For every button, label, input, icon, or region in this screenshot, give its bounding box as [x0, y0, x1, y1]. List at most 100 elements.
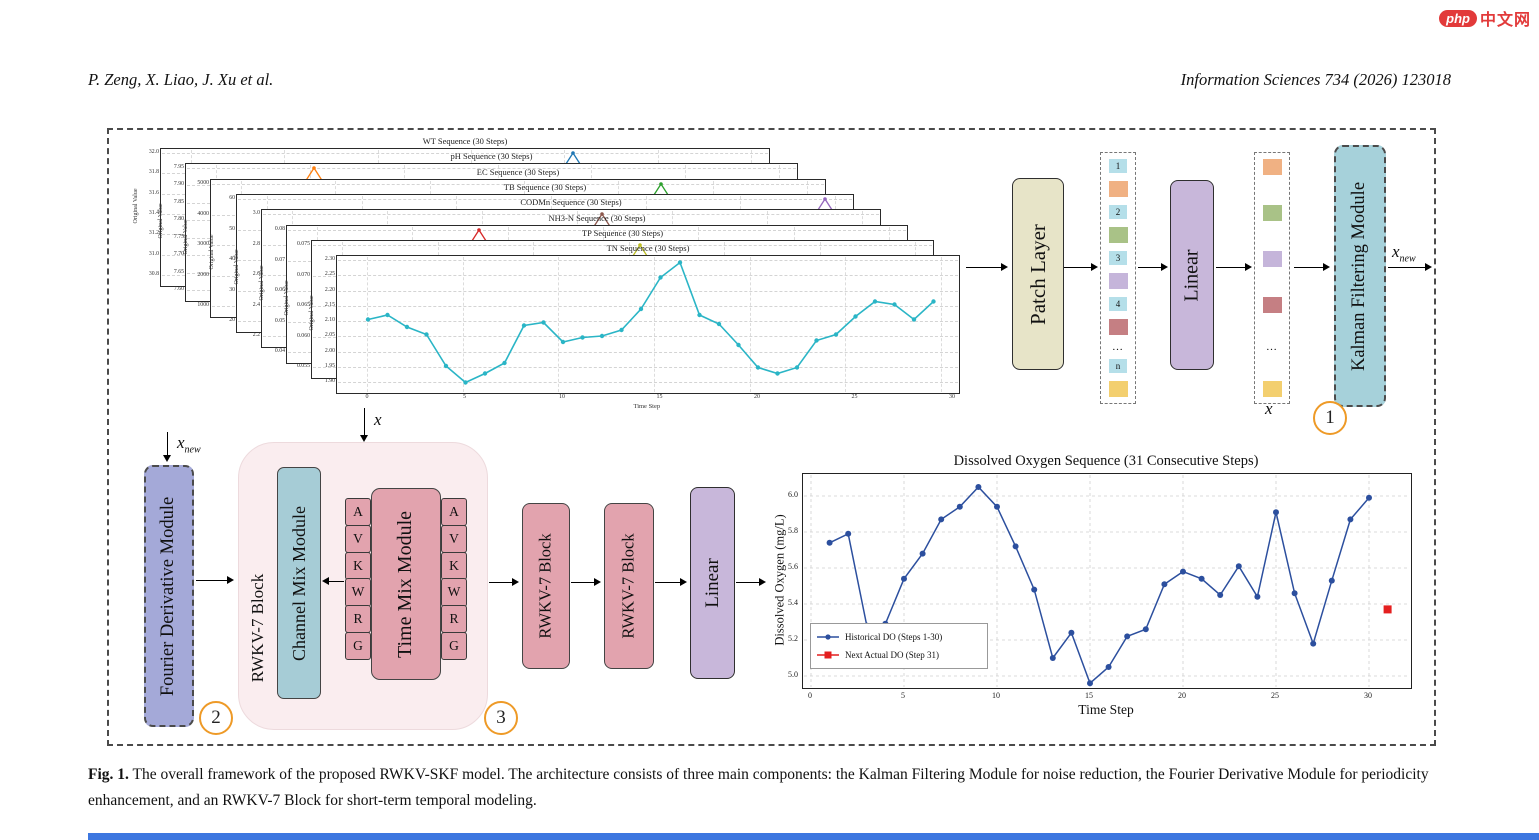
legend-row-next: Next Actual DO (Step 31) — [817, 650, 981, 660]
y-tick-label: 0.08 — [274, 226, 285, 232]
y-axis-label: Original Value — [259, 265, 265, 301]
embedding-cell — [1262, 381, 1282, 397]
numbered-patch-cell: n — [1109, 359, 1127, 373]
kalman-filtering-label: Kalman Filtering Module — [1349, 181, 1370, 371]
gridline — [212, 184, 824, 185]
historical-do-marker-icon — [817, 632, 839, 642]
rwkv7-block-box-2: RWKV-7 Block — [604, 503, 654, 669]
do-x-tick-label: 20 — [1178, 691, 1186, 700]
numbered-patch-cell: 1 — [1109, 159, 1127, 173]
gridline — [162, 153, 768, 154]
gate-letter-cell: V — [345, 524, 371, 553]
arrow — [736, 578, 766, 586]
y-tick-label: 32.0 — [148, 149, 159, 155]
arrow — [1388, 263, 1432, 271]
logo-text: 中文网 — [1479, 12, 1531, 29]
embedding-cell — [1108, 227, 1128, 243]
y-tick-label: 2.2 — [252, 332, 260, 338]
numbered-patch-cell: 4 — [1109, 297, 1127, 311]
embedding-cell — [1108, 381, 1128, 397]
patch-token-column: 1 2 3 4 … n — [1100, 152, 1136, 404]
gate-letter-cell: A — [345, 498, 371, 527]
y-tick-label: 2.8 — [252, 240, 260, 247]
arrow — [966, 263, 1008, 271]
linear-label-top: Linear — [1180, 248, 1203, 302]
x-tick-label: 20 — [754, 394, 760, 400]
arrow — [1294, 263, 1330, 271]
y-tick-label: 7.70 — [173, 251, 184, 258]
y-tick-label: 0.060 — [296, 332, 310, 339]
embedding-cell — [1108, 273, 1128, 289]
legend-historical-label: Historical DO (Steps 1-30) — [845, 632, 943, 642]
time-mix-label: Time Mix Module — [394, 510, 417, 658]
arrow — [1216, 263, 1252, 271]
y-tick-label: 4000 — [197, 210, 209, 217]
embedding-token-column: … — [1254, 152, 1290, 404]
step-badge-1: 1 — [1313, 401, 1347, 435]
numbered-patch-cell: 2 — [1109, 205, 1127, 219]
y-tick-label: 0.055 — [296, 363, 310, 369]
x-label-bottom: x — [374, 410, 382, 429]
arrow — [1064, 263, 1098, 271]
rwkv7-block-container-label: RWKV-7 Block — [248, 573, 267, 683]
header-authors: P. Zeng, X. Liao, J. Xu et al. — [88, 70, 274, 89]
y-tick-label: 60 — [229, 195, 235, 201]
gate-letter-cell: G — [345, 631, 371, 661]
dissolved-oxygen-chart: Dissolved Oxygen Sequence (31 Consecutiv… — [768, 450, 1428, 726]
gridline — [338, 336, 958, 338]
site-logo[interactable]: php 中文网 — [1439, 6, 1531, 30]
gridline — [941, 257, 942, 392]
gridline — [338, 366, 958, 368]
y-axis-label: Original Value — [234, 249, 240, 285]
gridline — [338, 382, 958, 383]
y-tick-label: 31.2 — [148, 230, 159, 237]
ellipsis: … — [1266, 341, 1278, 353]
gridline — [338, 290, 958, 292]
figure-caption: Fig. 1. The overall framework of the pro… — [88, 762, 1452, 814]
fourier-derivative-module-box: Fourier Derivative Module — [144, 465, 194, 727]
x-axis-label: Time Step — [633, 403, 661, 410]
do-y-tick-label: 5.0 — [788, 670, 798, 679]
arrow-left — [322, 577, 344, 585]
y-tick-label: 0.07 — [274, 256, 285, 263]
x-new-label-top: xnew — [1392, 242, 1416, 265]
panel-plot-area — [336, 255, 960, 394]
embedding-cell — [1262, 159, 1282, 175]
y-tick-label: 1.90 — [324, 378, 335, 384]
panel-title: TN Sequence (30 Steps) — [606, 243, 690, 253]
embedding-cell — [1108, 319, 1128, 335]
legend-next-label: Next Actual DO (Step 31) — [845, 650, 939, 660]
x-tick-label: 5 — [463, 394, 466, 400]
do-y-tick-label: 5.2 — [788, 634, 798, 643]
linear-box-top: Linear — [1170, 180, 1214, 370]
gate-letter-cell: A — [441, 498, 467, 527]
y-tick-label: 30.8 — [148, 271, 159, 277]
x-tick-label: 10 — [559, 394, 565, 400]
panel-title: TB Sequence (30 Steps) — [503, 182, 587, 192]
y-tick-label: 5000 — [197, 180, 209, 186]
y-tick-label: 2.00 — [324, 347, 335, 354]
y-tick-label: 2.4 — [252, 301, 260, 308]
y-tick-label: 0.075 — [296, 241, 310, 247]
y-axis-label: Original Value — [183, 219, 189, 255]
gate-letter-cell: W — [345, 578, 371, 607]
arrow — [1138, 263, 1168, 271]
y-tick-label: 7.75 — [173, 233, 184, 240]
y-tick-label: 0.05 — [274, 317, 285, 324]
embedding-cell — [1262, 251, 1282, 267]
gate-letter-cell: K — [345, 551, 371, 580]
x-tick-label: 15 — [656, 394, 663, 400]
y-tick-label: 40 — [229, 256, 235, 262]
x-tick-label: 30 — [949, 394, 955, 400]
caption-text: The overall framework of the proposed RW… — [88, 766, 1429, 809]
y-axis-label: Original Value — [133, 188, 139, 224]
y-axis-label: Original Value — [158, 203, 164, 239]
gate-letter-cell: K — [441, 551, 467, 580]
linear-label-bottom: Linear — [701, 558, 723, 608]
x-label-top: x — [1265, 399, 1273, 418]
do-y-tick-label: 6.0 — [788, 490, 798, 499]
gridline — [263, 214, 879, 215]
x-tick-label: 25 — [851, 394, 858, 400]
arrow-down — [360, 408, 368, 442]
do-x-tick-label: 25 — [1271, 691, 1279, 700]
